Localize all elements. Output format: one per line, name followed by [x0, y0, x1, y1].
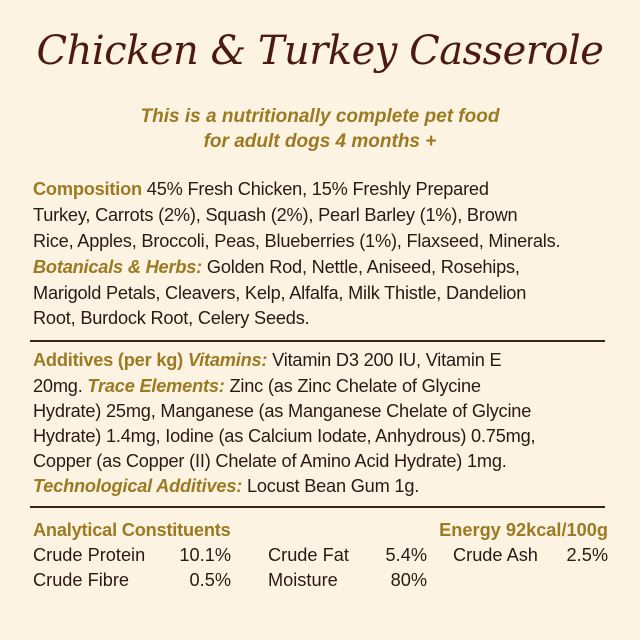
- analytical-label: Analytical Constituents: [33, 520, 231, 540]
- energy-value: Energy 92kcal/100g: [439, 520, 608, 540]
- composition-text: Rice, Apples, Broccoli, Peas, Blueberrie…: [33, 231, 561, 251]
- nutrient-value: 80%: [390, 570, 427, 590]
- additives-text: 20mg.: [33, 376, 83, 396]
- nutrient-value: 5.4%: [385, 545, 427, 565]
- nutrient-value: 0.5%: [189, 570, 231, 590]
- vitamins-label: Vitamins:: [187, 350, 268, 370]
- composition-text: Turkey, Carrots (2%), Squash (2%), Pearl…: [33, 205, 518, 225]
- trace-elements-label: Trace Elements:: [87, 376, 225, 396]
- composition-text: 45% Fresh Chicken, 15% Freshly Prepared: [146, 179, 489, 199]
- additives-text: Locust Bean Gum 1g.: [246, 476, 420, 496]
- botanicals-text: Golden Rod, Nettle, Aniseed, Rosehips,: [206, 257, 520, 277]
- additives-text: Vitamin D3 200 IU, Vitamin E: [272, 350, 502, 370]
- additives-text: Hydrate) 1.4mg, Iodine (as Calcium Iodat…: [33, 426, 536, 446]
- nutrient-name: Crude Ash: [453, 545, 538, 565]
- additives-text: Hydrate) 25mg, Manganese (as Manganese C…: [33, 401, 532, 421]
- divider: [30, 506, 605, 508]
- botanicals-label: Botanicals & Herbs:: [33, 257, 203, 277]
- technological-additives-label: Technological Additives:: [33, 476, 243, 496]
- botanicals-text: Marigold Petals, Cleavers, Kelp, Alfalfa…: [33, 283, 527, 303]
- subtitle-line-1: This is a nutritionally complete pet foo…: [140, 106, 500, 127]
- additives-label: Additives (per kg): [33, 350, 184, 370]
- nutrient-name: Crude Protein: [33, 545, 146, 565]
- nutrient-name: Moisture: [268, 570, 338, 590]
- nutrient-value: 2.5%: [566, 545, 608, 565]
- nutrient-name: Crude Fibre: [33, 570, 130, 590]
- nutrient-name: Crude Fat: [268, 545, 349, 565]
- product-title: Chicken & Turkey Casserole: [36, 28, 604, 74]
- additives-text: Copper (as Copper (II) Chelate of Amino …: [33, 451, 507, 471]
- botanicals-text: Root, Burdock Root, Celery Seeds.: [33, 308, 310, 328]
- composition-label: Composition: [33, 179, 142, 199]
- divider: [30, 340, 605, 342]
- additives-text: Zinc (as Zinc Chelate of Glycine: [229, 376, 481, 396]
- subtitle-line-2: for adult dogs 4 months +: [203, 131, 437, 152]
- nutrient-value: 10.1%: [179, 545, 231, 565]
